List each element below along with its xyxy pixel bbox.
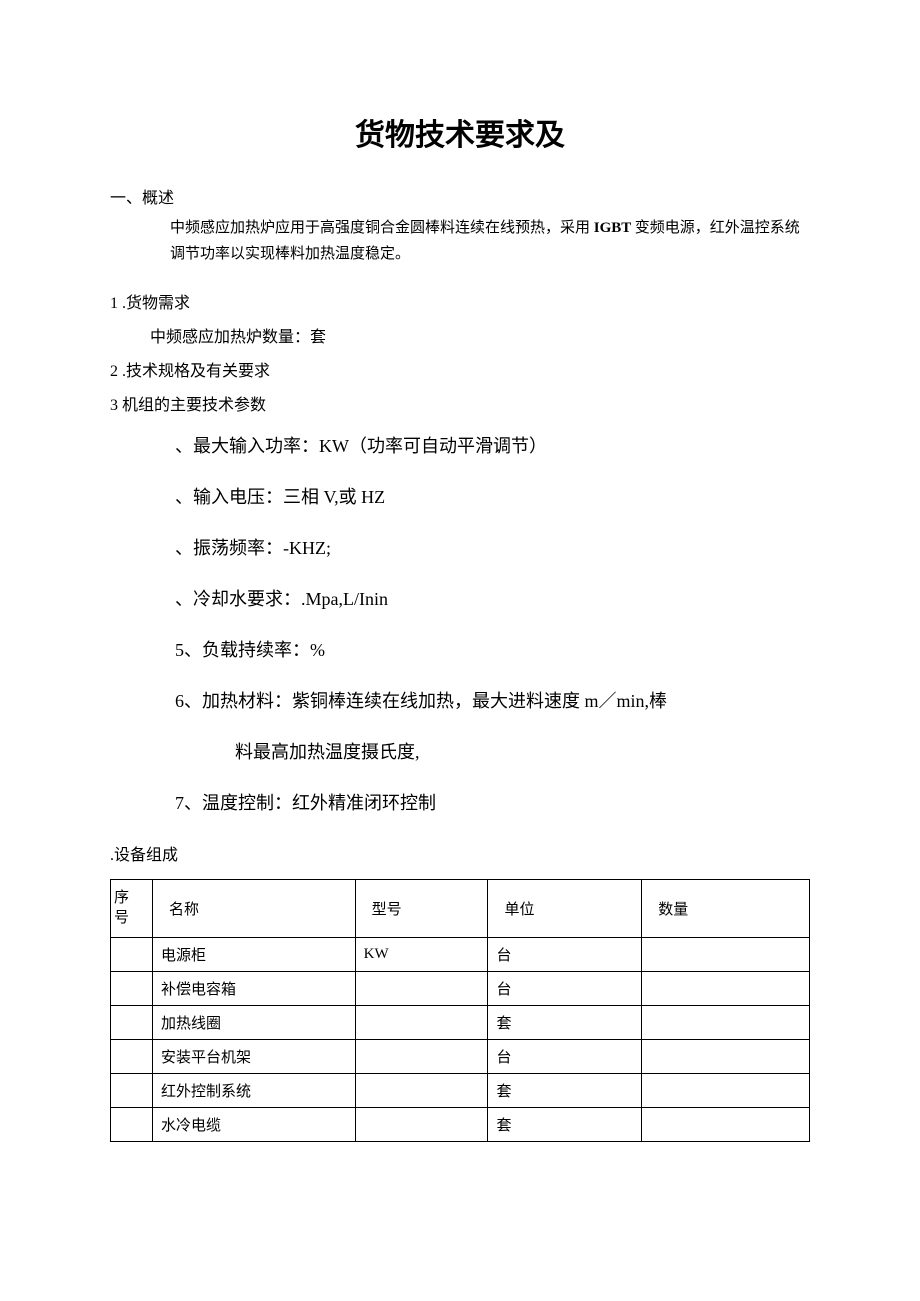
table-row: 电源柜 KW 台 [111, 938, 810, 972]
overview-before: 中频感应加热炉应用于高强度铜合金圆棒料连续在线预热，采用 [170, 220, 590, 236]
table-row: 加热线圈 套 [111, 1006, 810, 1040]
cell-model [355, 972, 488, 1006]
cell-model [355, 1006, 488, 1040]
cell-seq [111, 1040, 153, 1074]
cell-name: 电源柜 [152, 938, 355, 972]
param-6: 6、加热材料：紫铜棒连续在线加热，最大进料速度 m／min,棒 [175, 688, 810, 715]
section-overview-heading: 一、概述 [110, 184, 810, 208]
th-model: 型号 [355, 880, 488, 938]
item2-heading: 2 .技术规格及有关要求 [110, 357, 810, 381]
item3-heading: 3 机组的主要技术参数 [110, 391, 810, 415]
cell-qty [642, 938, 810, 972]
th-qty: 数量 [642, 880, 810, 938]
compose-table: 序 号 名称 型号 单位 数量 电源柜 KW 台 补偿电容箱 台 加热线圈 [110, 879, 810, 1142]
cell-unit: 台 [488, 938, 642, 972]
cell-unit: 套 [488, 1074, 642, 1108]
cell-name: 红外控制系统 [152, 1074, 355, 1108]
cell-name: 加热线圈 [152, 1006, 355, 1040]
table-header-row: 序 号 名称 型号 单位 数量 [111, 880, 810, 938]
cell-seq [111, 1006, 153, 1040]
param-4: 、冷却水要求：.Mpa,L/Inin [175, 586, 810, 613]
param-list: 、最大输入功率：KW（功率可自动平滑调节） 、输入电压：三相 V,或 HZ 、振… [110, 433, 810, 817]
table-row: 补偿电容箱 台 [111, 972, 810, 1006]
cell-model: KW [355, 938, 488, 972]
param-6-cont: 料最高加热温度摄氏度, [175, 739, 810, 766]
table-row: 水冷电缆 套 [111, 1108, 810, 1142]
cell-unit: 套 [488, 1108, 642, 1142]
th-name: 名称 [152, 880, 355, 938]
cell-qty [642, 1040, 810, 1074]
param-3: 、振荡频率：-KHZ; [175, 535, 810, 562]
cell-name: 水冷电缆 [152, 1108, 355, 1142]
param-7: 7、温度控制：红外精准闭环控制 [175, 790, 810, 817]
cell-name: 安装平台机架 [152, 1040, 355, 1074]
param-1: 、最大输入功率：KW（功率可自动平滑调节） [175, 433, 810, 460]
th-seq-l2: 号 [114, 909, 149, 929]
cell-model [355, 1074, 488, 1108]
cell-model [355, 1040, 488, 1074]
cell-seq [111, 972, 153, 1006]
cell-name: 补偿电容箱 [152, 972, 355, 1006]
compose-heading: .设备组成 [110, 841, 810, 865]
item1-heading: 1 .货物需求 [110, 289, 810, 313]
cell-seq [111, 1108, 153, 1142]
item1-sub: 中频感应加热炉数量：套 [110, 323, 810, 347]
cell-unit: 套 [488, 1006, 642, 1040]
cell-qty [642, 972, 810, 1006]
cell-unit: 台 [488, 972, 642, 1006]
param-2: 、输入电压：三相 V,或 HZ [175, 484, 810, 511]
th-seq-l1: 序 [114, 889, 149, 909]
cell-seq [111, 1074, 153, 1108]
table-row: 红外控制系统 套 [111, 1074, 810, 1108]
cell-seq [111, 938, 153, 972]
cell-unit: 台 [488, 1040, 642, 1074]
section-overview-body: 中频感应加热炉应用于高强度铜合金圆棒料连续在线预热，采用 IGBT 变频电源，红… [110, 216, 810, 267]
th-unit: 单位 [488, 880, 642, 938]
cell-qty [642, 1108, 810, 1142]
cell-qty [642, 1074, 810, 1108]
cell-model [355, 1108, 488, 1142]
th-seq: 序 号 [111, 880, 153, 938]
table-row: 安装平台机架 台 [111, 1040, 810, 1074]
overview-bold: IGBT [590, 220, 635, 236]
cell-qty [642, 1006, 810, 1040]
param-5: 5、负载持续率：% [175, 637, 810, 664]
doc-title: 货物技术要求及 [110, 110, 810, 154]
